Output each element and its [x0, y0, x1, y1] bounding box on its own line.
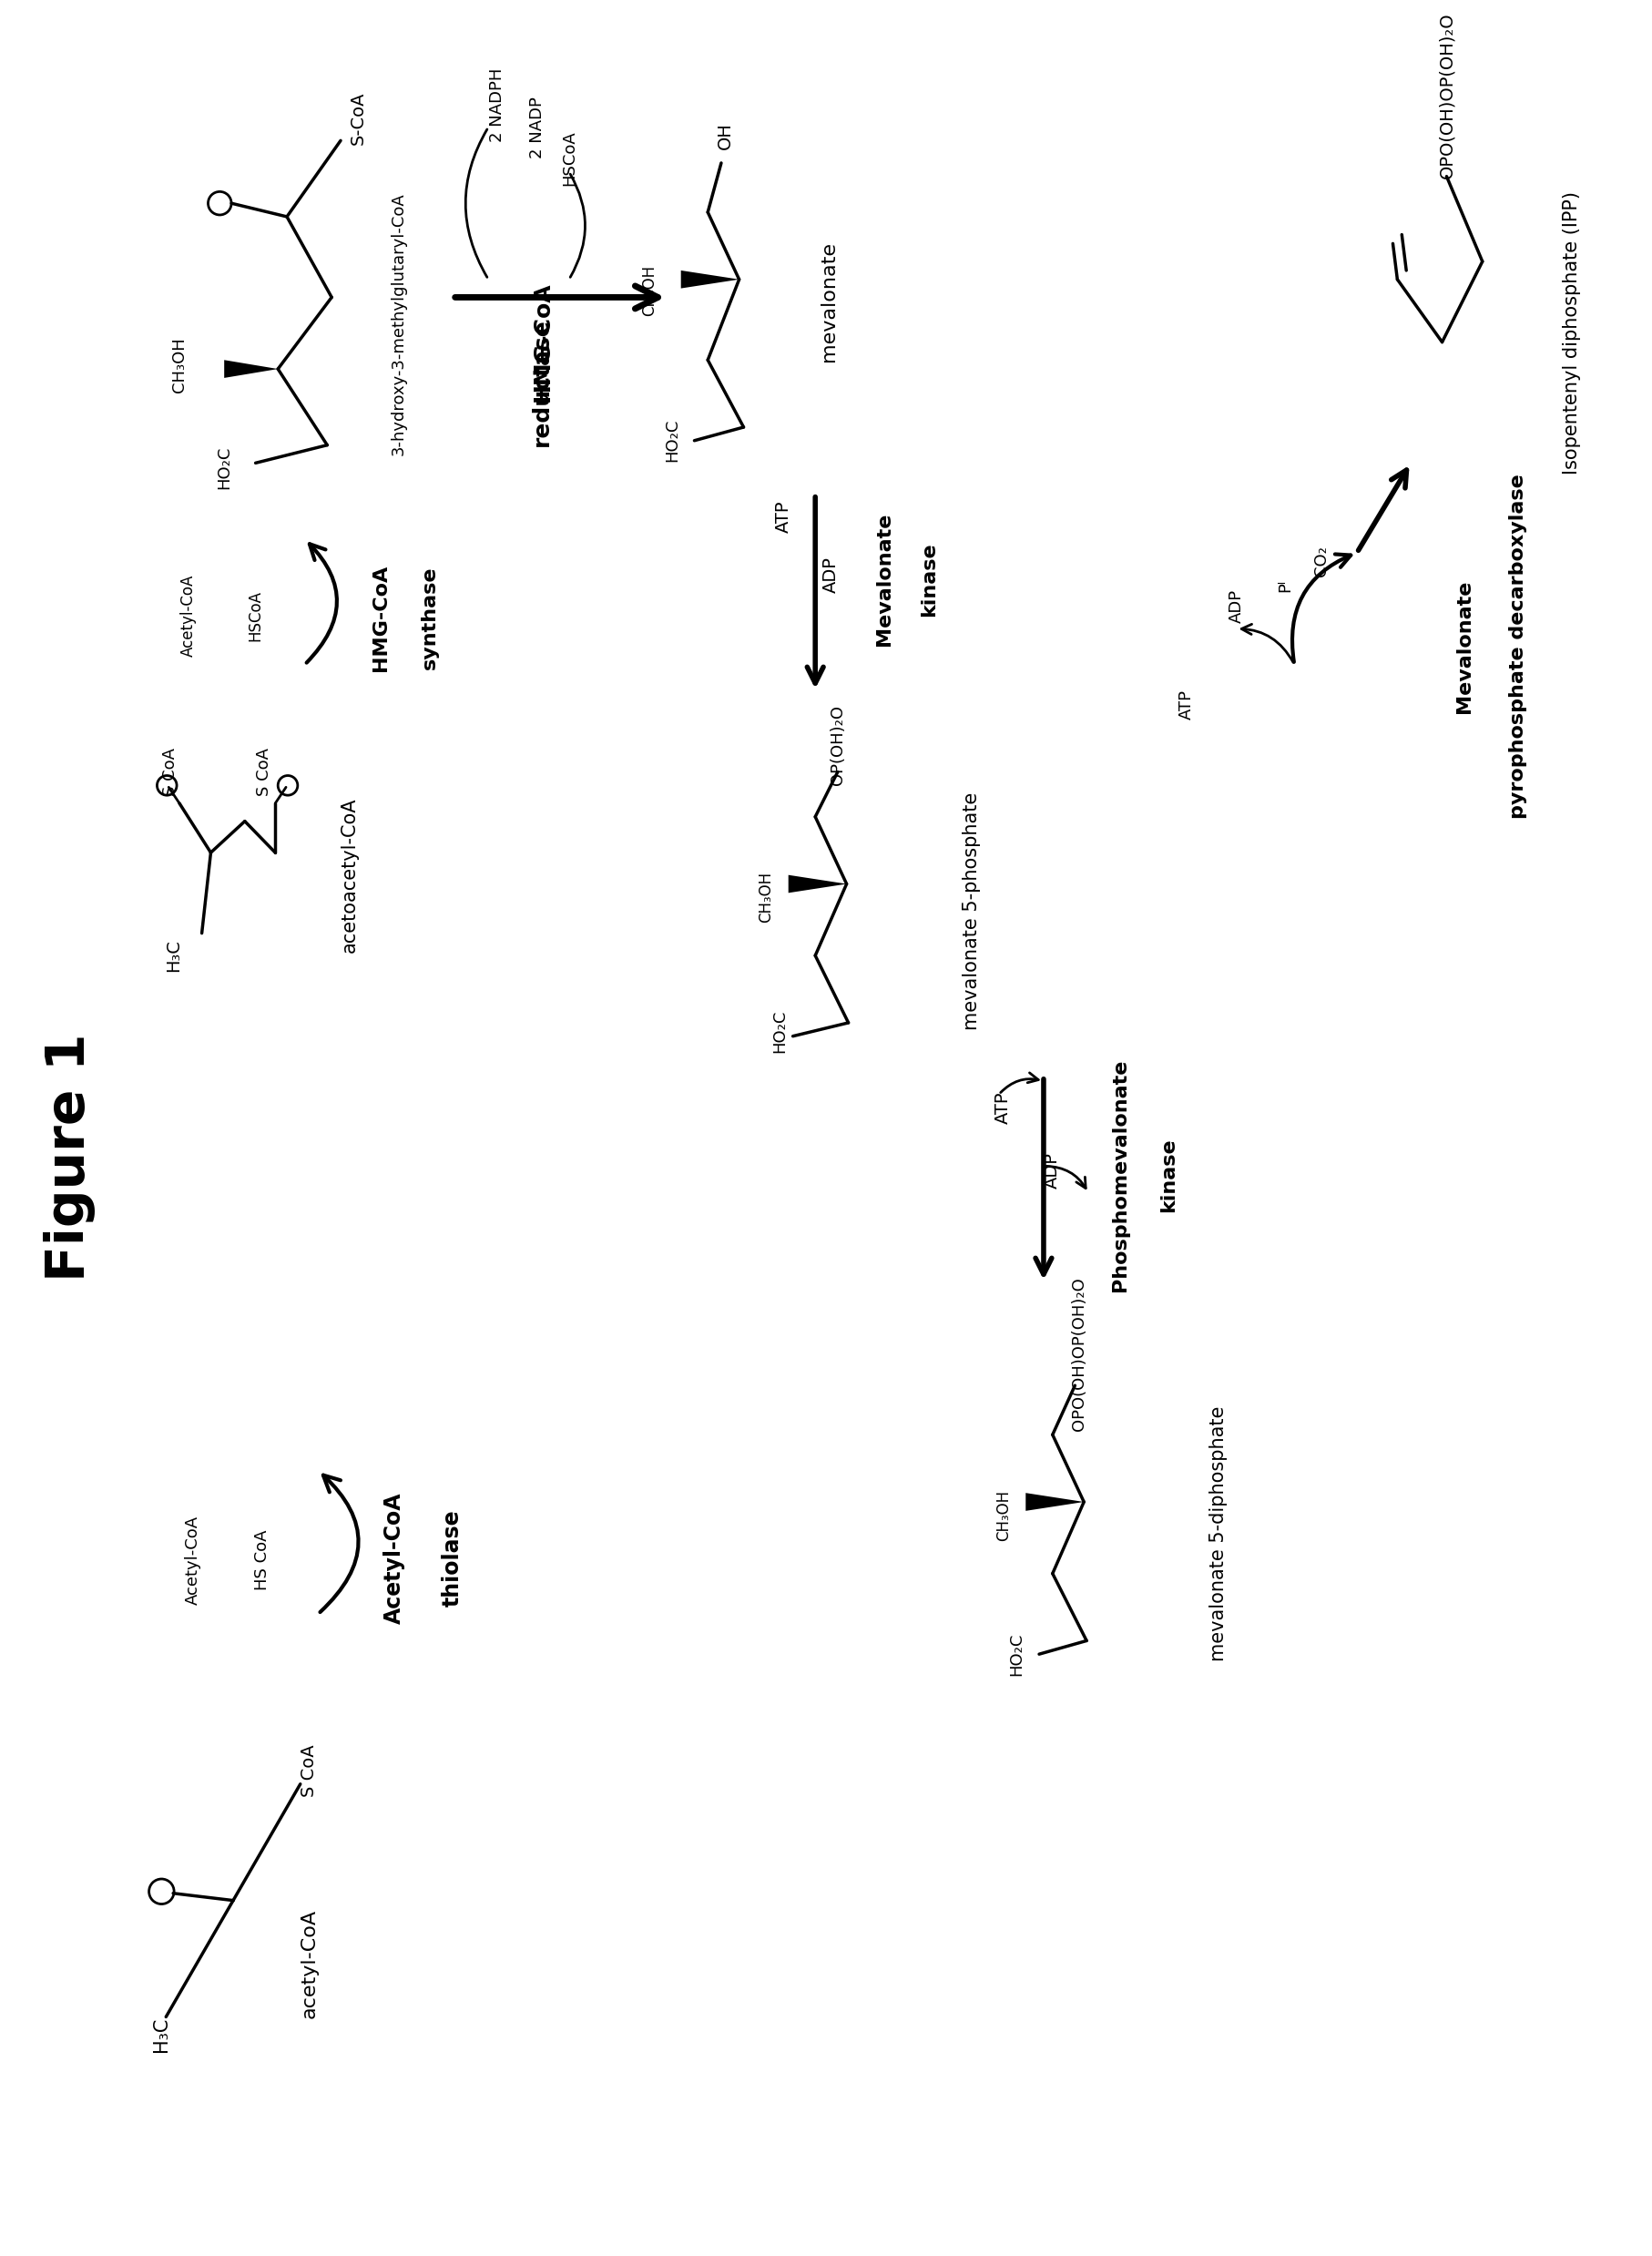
Text: ADP: ADP — [821, 557, 839, 593]
Text: CO₂: CO₂ — [1313, 546, 1330, 578]
Text: Phosphomevalonate: Phosphomevalonate — [1110, 1058, 1128, 1290]
Polygon shape — [681, 271, 738, 289]
Text: acetyl-CoA: acetyl-CoA — [301, 1909, 319, 2017]
Text: CH₃OH: CH₃OH — [995, 1489, 1011, 1541]
Text: 2 NADPH: 2 NADPH — [489, 68, 506, 142]
Text: HSCoA: HSCoA — [248, 589, 264, 641]
Text: HO₂C: HO₂C — [664, 420, 681, 462]
Text: CH₃OH: CH₃OH — [758, 871, 775, 923]
Text: HO₂C: HO₂C — [771, 1011, 788, 1054]
Text: Mevalonate: Mevalonate — [1455, 580, 1474, 713]
Text: Isopentenyl diphosphate (IPP): Isopentenyl diphosphate (IPP) — [1563, 192, 1581, 474]
Polygon shape — [225, 361, 278, 379]
Text: HS CoA: HS CoA — [254, 1530, 271, 1590]
Text: ATP: ATP — [775, 501, 793, 532]
Text: HO₂C: HO₂C — [1009, 1633, 1024, 1676]
Text: H₃C: H₃C — [165, 938, 182, 972]
Polygon shape — [1026, 1493, 1084, 1512]
Text: ATP: ATP — [995, 1092, 1013, 1123]
Text: 2 NADP: 2 NADP — [529, 97, 545, 158]
Text: mevalonate: mevalonate — [819, 241, 838, 361]
Text: OH: OH — [717, 122, 735, 149]
Text: pyrophosphate decarboxylase: pyrophosphate decarboxylase — [1510, 474, 1528, 819]
Text: Acetyl-CoA: Acetyl-CoA — [185, 1516, 202, 1604]
Text: ADP: ADP — [1227, 589, 1244, 623]
Text: Pᴵ: Pᴵ — [1277, 580, 1294, 591]
Text: OPO(OH)OP(OH)₂O: OPO(OH)OP(OH)₂O — [1437, 14, 1455, 178]
Text: mevalonate 5-diphosphate: mevalonate 5-diphosphate — [1209, 1405, 1227, 1660]
Polygon shape — [788, 875, 846, 893]
Text: OPO(OH)OP(OH)₂O: OPO(OH)OP(OH)₂O — [1070, 1277, 1087, 1430]
Text: HSCoA: HSCoA — [560, 131, 577, 187]
Text: S CoA: S CoA — [301, 1744, 317, 1796]
Text: Mevalonate: Mevalonate — [876, 512, 894, 645]
Text: CH₃OH: CH₃OH — [641, 264, 657, 316]
Text: S CoA: S CoA — [162, 747, 178, 796]
Text: reductase: reductase — [532, 318, 553, 447]
Text: 3-hydroxy-3-methylglutaryl-CoA: 3-hydroxy-3-methylglutaryl-CoA — [390, 192, 406, 456]
Text: HMG-CoA: HMG-CoA — [532, 282, 553, 402]
Text: mevalonate 5-phosphate: mevalonate 5-phosphate — [963, 792, 981, 1029]
Text: S CoA: S CoA — [256, 747, 273, 796]
Text: CH₃OH: CH₃OH — [172, 336, 188, 393]
Text: Acetyl-CoA: Acetyl-CoA — [180, 573, 197, 656]
Text: H₃C: H₃C — [152, 2017, 170, 2053]
Text: HMG-CoA: HMG-CoA — [372, 564, 390, 672]
Text: acetoacetyl-CoA: acetoacetyl-CoA — [340, 796, 358, 952]
Text: Figure 1: Figure 1 — [43, 1033, 96, 1281]
Text: Acetyl-CoA: Acetyl-CoA — [383, 1493, 405, 1624]
Text: S-CoA: S-CoA — [350, 92, 367, 144]
Text: ATP: ATP — [1178, 690, 1194, 720]
Text: kinase: kinase — [920, 541, 938, 616]
Text: thiolase: thiolase — [441, 1509, 464, 1606]
Text: synthase: synthase — [421, 566, 439, 670]
Text: kinase: kinase — [1160, 1137, 1178, 1211]
Text: OP(OH)₂O: OP(OH)₂O — [829, 706, 846, 785]
Text: HO₂C: HO₂C — [216, 447, 233, 490]
Text: ADP: ADP — [1044, 1153, 1061, 1189]
